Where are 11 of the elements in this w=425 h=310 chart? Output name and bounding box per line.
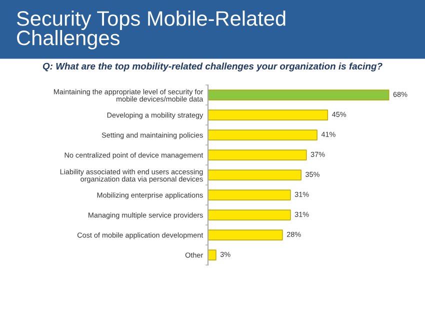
bar: [208, 190, 291, 200]
bar: [208, 130, 318, 140]
bar: [208, 90, 390, 100]
chart-subtitle: Q: What are the top mobility-related challenges your organization is facing?: [42, 62, 382, 72]
bar: [208, 110, 328, 120]
bar: [208, 230, 283, 240]
bar: [208, 150, 307, 160]
bar: [208, 210, 291, 220]
chart-title: Security Tops Mobile-Related Challenges: [16, 10, 286, 50]
bar: [208, 170, 302, 180]
bar: [208, 250, 216, 260]
